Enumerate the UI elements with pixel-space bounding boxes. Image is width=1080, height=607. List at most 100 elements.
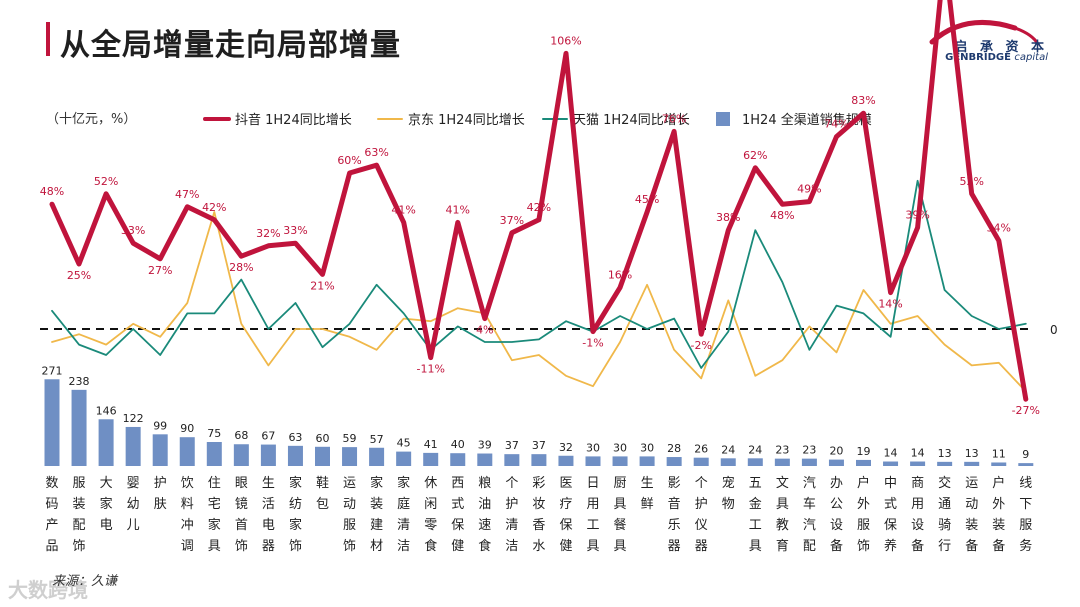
douyin-data-label-0: 48% bbox=[40, 185, 64, 198]
watermark: 大数跨境 bbox=[8, 578, 88, 602]
bar-value-label-10: 60 bbox=[316, 432, 330, 445]
bar-6 bbox=[206, 442, 222, 466]
douyin-data-label-2: 52% bbox=[94, 175, 118, 188]
logo-english-main: GENBRIDGE bbox=[945, 52, 1011, 63]
bar-0 bbox=[44, 379, 60, 466]
bar-9 bbox=[287, 445, 303, 466]
category-label-17: 个护清洁 bbox=[505, 476, 518, 554]
category-label-12: 家装建材 bbox=[370, 475, 383, 554]
douyin-data-label-23: 76% bbox=[662, 112, 686, 125]
bar-27 bbox=[774, 458, 790, 466]
legend-label-0: 抖音 1H24同比增长 bbox=[235, 112, 352, 128]
bar-28 bbox=[801, 458, 817, 466]
page-title: 从全局增量走向局部增量 bbox=[60, 28, 401, 63]
bar-value-label-36: 9 bbox=[1022, 448, 1029, 461]
bar-35 bbox=[991, 462, 1007, 466]
douyin-data-label-6: 42% bbox=[202, 201, 226, 214]
bar-value-label-23: 28 bbox=[667, 442, 681, 455]
bar-34 bbox=[964, 461, 980, 466]
line-series-jd bbox=[51, 211, 1027, 393]
douyin-data-label-4: 27% bbox=[148, 264, 172, 277]
bar-value-label-22: 30 bbox=[640, 441, 654, 454]
bar-11 bbox=[342, 447, 358, 466]
bar-value-label-34: 13 bbox=[965, 447, 979, 460]
category-label-21: 厨具餐具 bbox=[614, 476, 627, 554]
bar-10 bbox=[315, 446, 330, 466]
bar-12 bbox=[369, 447, 385, 466]
logo-english-text: GENBRIDGE capital bbox=[945, 52, 1048, 63]
bar-7 bbox=[233, 444, 249, 466]
bar-value-label-30: 19 bbox=[857, 445, 871, 458]
bar-value-label-2: 146 bbox=[96, 404, 117, 417]
bar-value-label-15: 40 bbox=[451, 438, 465, 451]
douyin-data-label-9: 33% bbox=[283, 224, 307, 237]
douyin-data-label-3: 33% bbox=[121, 224, 145, 237]
bar-1 bbox=[71, 389, 87, 466]
logo-chinese-text: 启 承 资 本 bbox=[954, 40, 1048, 55]
bar-14 bbox=[423, 452, 439, 466]
category-label-11: 运动服饰 bbox=[343, 476, 356, 554]
douyin-data-label-15: 41% bbox=[446, 203, 470, 216]
bar-value-label-6: 75 bbox=[207, 427, 221, 440]
bar-value-label-16: 39 bbox=[478, 439, 492, 452]
category-label-16: 粮油速食 bbox=[478, 476, 491, 554]
category-label-26: 五金工具 bbox=[749, 476, 762, 554]
category-label-29: 办公设备 bbox=[830, 476, 843, 554]
bar-23 bbox=[666, 457, 682, 466]
douyin-data-label-25: 38% bbox=[716, 211, 740, 224]
bar-24 bbox=[693, 457, 709, 466]
bar-8 bbox=[260, 444, 276, 466]
bar-36 bbox=[1018, 463, 1034, 466]
category-label-31: 中式保养 bbox=[884, 476, 897, 554]
category-label-5: 饮料冲调 bbox=[181, 476, 194, 554]
bar-value-label-3: 122 bbox=[123, 412, 144, 425]
category-label-9: 家纺家饰 bbox=[289, 475, 302, 554]
douyin-data-label-27: 48% bbox=[770, 209, 794, 222]
douyin-data-label-8: 32% bbox=[256, 227, 280, 240]
bar-33 bbox=[937, 461, 953, 466]
category-label-34: 运动装备 bbox=[965, 476, 978, 554]
bar-value-label-19: 32 bbox=[559, 441, 573, 454]
bar-value-label-21: 30 bbox=[613, 441, 627, 454]
bar-value-label-33: 13 bbox=[938, 447, 952, 460]
category-label-14: 休闲零食 bbox=[424, 476, 437, 554]
legend-label-2: 天猫 1H24同比增长 bbox=[573, 113, 690, 128]
bar-value-label-1: 238 bbox=[69, 375, 90, 388]
bar-4 bbox=[152, 434, 168, 466]
category-label-1: 服装配饰 bbox=[73, 476, 86, 554]
douyin-data-label-31: 14% bbox=[878, 298, 902, 311]
douyin-data-label-20: -1% bbox=[582, 337, 603, 350]
category-label-18: 彩妆香水 bbox=[532, 476, 545, 554]
category-label-0: 数码产品 bbox=[45, 476, 58, 554]
category-label-32: 商用设备 bbox=[911, 476, 924, 554]
bar-value-label-8: 67 bbox=[261, 430, 275, 443]
bar-value-label-20: 30 bbox=[586, 441, 600, 454]
bar-29 bbox=[828, 459, 844, 466]
douyin-data-label-34: 52% bbox=[959, 175, 983, 188]
douyin-data-label-32: 39% bbox=[905, 209, 929, 222]
douyin-data-label-21: 16% bbox=[608, 268, 632, 281]
bar-value-label-7: 68 bbox=[234, 429, 248, 442]
bar-value-label-18: 37 bbox=[532, 439, 546, 452]
category-label-19: 医疗保健 bbox=[559, 476, 572, 554]
logo-english-sub: capital bbox=[1014, 52, 1048, 63]
bar-26 bbox=[747, 458, 763, 466]
bar-value-label-12: 57 bbox=[370, 433, 384, 446]
unit-label: （十亿元，%） bbox=[46, 112, 136, 127]
title-accent-bar bbox=[46, 22, 50, 56]
bar-3 bbox=[125, 426, 141, 466]
bar-value-label-14: 41 bbox=[424, 438, 438, 451]
bar-18 bbox=[531, 454, 547, 466]
bar-value-label-28: 23 bbox=[802, 444, 816, 457]
bar-value-label-27: 23 bbox=[775, 444, 789, 457]
bar-value-label-32: 14 bbox=[911, 447, 925, 460]
category-label-6: 住宅家具 bbox=[208, 476, 221, 554]
category-label-13: 家庭清洁 bbox=[397, 475, 410, 554]
douyin-data-label-16: 4% bbox=[476, 324, 493, 337]
douyin-data-label-12: 63% bbox=[364, 146, 388, 159]
category-label-2: 大家电 bbox=[100, 476, 113, 533]
douyin-data-label-13: 41% bbox=[391, 203, 415, 216]
bar-value-label-4: 99 bbox=[153, 419, 167, 432]
douyin-data-label-18: 42% bbox=[527, 201, 551, 214]
bar-value-label-0: 271 bbox=[42, 364, 63, 377]
